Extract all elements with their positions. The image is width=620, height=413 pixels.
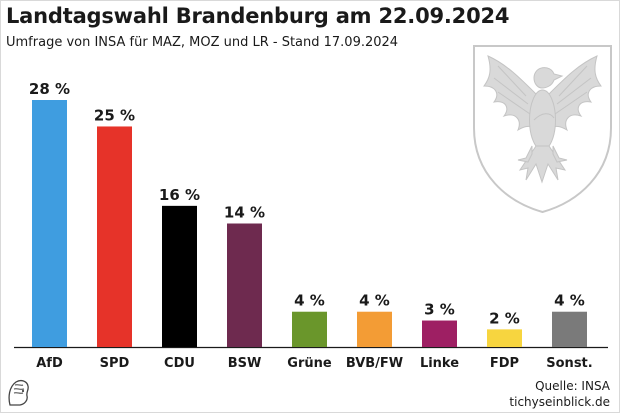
bar-3 xyxy=(227,223,262,347)
bar-4 xyxy=(292,311,327,347)
data-label-8: 4 % xyxy=(554,292,585,310)
category-label-5: BVB/FW xyxy=(346,356,403,371)
data-label-5: 4 % xyxy=(359,292,390,310)
category-label-0: AfD xyxy=(36,356,63,371)
data-label-1: 25 % xyxy=(94,106,135,124)
data-label-4: 4 % xyxy=(294,292,325,310)
data-label-0: 28 % xyxy=(29,80,70,98)
category-label-1: SPD xyxy=(100,356,130,371)
tichys-einblick-logo-icon xyxy=(8,379,29,406)
bar-6 xyxy=(422,320,457,347)
data-label-2: 16 % xyxy=(159,186,200,204)
bar-2 xyxy=(162,205,197,347)
data-label-7: 2 % xyxy=(489,309,520,327)
data-label-6: 3 % xyxy=(424,301,455,319)
category-label-7: FDP xyxy=(490,356,519,371)
bar-5 xyxy=(357,311,392,347)
category-label-2: CDU xyxy=(164,356,195,371)
chart-title: Landtagswahl Brandenburg am 22.09.2024 xyxy=(6,4,510,28)
category-label-8: Sonst. xyxy=(546,356,592,371)
category-label-4: Grüne xyxy=(287,356,332,371)
brandenburg-eagle-crest-icon xyxy=(473,45,612,214)
bar-7 xyxy=(487,329,522,347)
bar-8 xyxy=(552,311,587,347)
category-label-6: Linke xyxy=(420,356,459,371)
category-label-3: BSW xyxy=(228,356,262,371)
source-note: Quelle: INSA tichyseinblick.de xyxy=(509,378,610,410)
source-label: Quelle: INSA xyxy=(535,379,610,393)
chart-subtitle: Umfrage von INSA für MAZ, MOZ und LR - S… xyxy=(6,35,399,50)
bar-1 xyxy=(97,126,132,347)
data-label-3: 14 % xyxy=(224,204,265,222)
bar-0 xyxy=(32,100,67,347)
source-site: tichyseinblick.de xyxy=(509,395,610,409)
